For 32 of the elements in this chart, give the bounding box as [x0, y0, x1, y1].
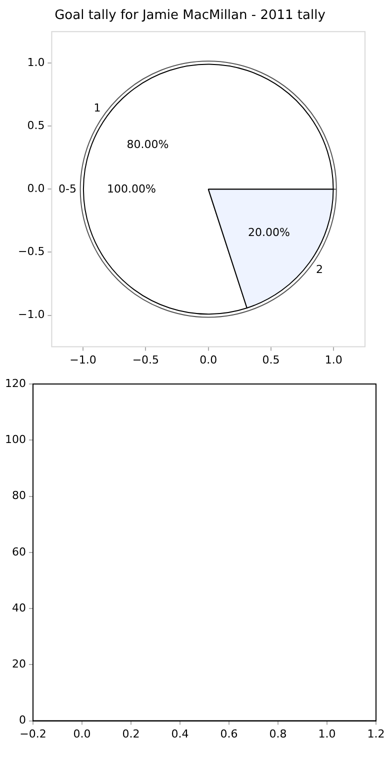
x-tick-label: 1.0	[318, 727, 336, 740]
slice-label: 1	[94, 101, 101, 114]
data-label: 100.00%	[107, 182, 156, 196]
x-tick-label: −0.2	[20, 727, 46, 740]
slice-label: 2	[316, 262, 324, 276]
y-tick-label: 100	[4, 432, 26, 446]
x-tick-label: −0.5	[132, 353, 160, 366]
y-tick-label: −0.5	[18, 245, 45, 258]
x-tick-label: 0.2	[122, 727, 140, 740]
y-tick-label: 80	[12, 489, 26, 502]
x-tick-label: 0.4	[171, 727, 189, 740]
x-tick-label: 0.8	[269, 727, 287, 740]
x-tick-label: 0.5	[262, 353, 280, 366]
data-label: 20.00%	[248, 226, 290, 240]
x-tick-label: 0.0	[73, 727, 91, 740]
y-tick-label: −1.0	[18, 308, 45, 322]
y-tick-label: 40	[12, 601, 26, 614]
y-tick-label: 0	[18, 714, 26, 727]
slice-label: 0-5	[58, 182, 76, 196]
y-tick-label: 0.5	[27, 119, 45, 132]
y-tick-label: 20	[12, 658, 26, 671]
y-tick-label: 60	[12, 545, 26, 558]
x-tick-label: 1.0	[324, 353, 342, 366]
data-label: 80.00%	[126, 138, 169, 152]
y-tick-label: 120	[4, 376, 26, 390]
y-tick-label: 1.0	[27, 56, 45, 69]
x-tick-label: −1.0	[70, 353, 96, 366]
chart-title: Goal tally for Jamie MacMillan - 2011 tally	[54, 8, 326, 24]
y-tick-label: 0.0	[27, 182, 45, 196]
x-tick-label: 1.2	[367, 727, 385, 740]
x-tick-label: 0.6	[220, 727, 238, 740]
x-tick-label: 0.0	[200, 353, 218, 366]
